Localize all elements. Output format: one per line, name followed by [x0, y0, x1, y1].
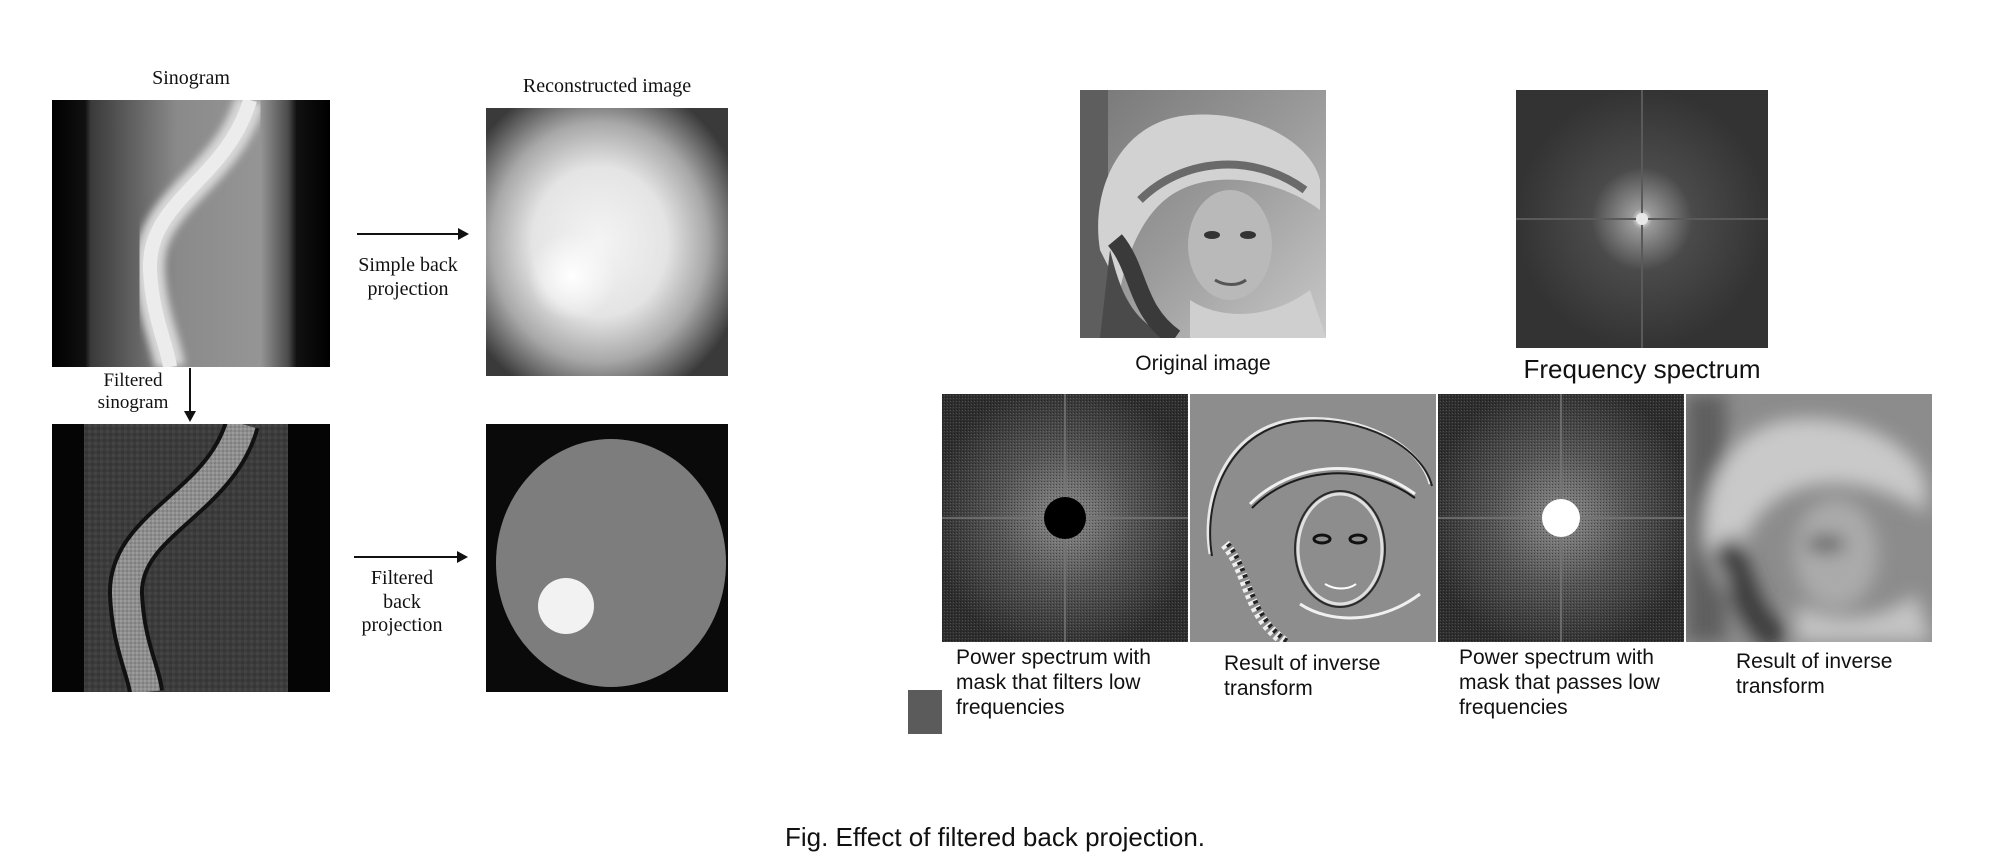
filtered-sinogram-image — [52, 424, 330, 692]
simple-bp-label: Simple back projection — [358, 254, 458, 300]
highpass-result-image — [1190, 394, 1436, 642]
filtered-bp-arrow — [354, 551, 468, 563]
sinogram-image — [52, 100, 330, 367]
original-image — [1080, 90, 1326, 338]
sinogram-label: Sinogram — [152, 67, 230, 89]
filtered-reconstruction-image — [486, 424, 728, 692]
highpass-result-label: Result of inverse transform — [1224, 652, 1381, 700]
highpass-mask-label: Power spectrum with mask that filters lo… — [956, 646, 1151, 719]
filter-arrow — [184, 368, 196, 422]
color-swatch — [908, 690, 942, 734]
reconstructed-label: Reconstructed image — [522, 75, 692, 97]
lowpass-result-image — [1686, 394, 1932, 642]
filtered-bp-label: Filtered back projection — [361, 567, 443, 637]
lowpass-result-label: Result of inverse transform — [1736, 650, 1893, 698]
spectrum-label: Frequency spectrum — [1523, 354, 1761, 384]
highpass-mask-image — [942, 394, 1188, 642]
lowpass-mask-image — [1438, 394, 1684, 642]
original-label: Original image — [1135, 352, 1271, 375]
simple-bp-arrow — [357, 228, 469, 240]
reconstructed-image — [486, 108, 728, 376]
figure-caption: Fig. Effect of filtered back projection. — [784, 822, 1206, 852]
frequency-spectrum-image — [1516, 90, 1768, 348]
filtered-sinogram-label: Filtered sinogram — [97, 370, 169, 414]
lowpass-mask-label: Power spectrum with mask that passes low… — [1459, 646, 1660, 719]
